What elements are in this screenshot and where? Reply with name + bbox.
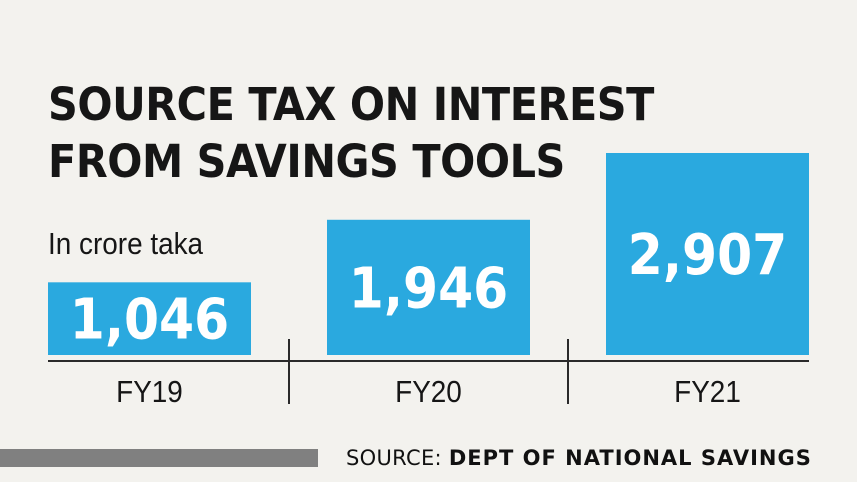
data-label-fy19: 1,046 [70,287,229,352]
bar-fy20 [327,219,530,355]
source-divider-bar [0,449,318,467]
data-label-fy21: 2,907 [628,222,787,287]
tick-label-fy19: FY19 [116,375,183,410]
source-credit: SOURCE: DEPT OF NATIONAL SAVINGS [346,445,812,471]
chart-title: SOURCE TAX ON INTEREST FROM SAVINGS TOOL… [48,78,654,188]
bar-fy21 [606,153,809,355]
bar-fy19 [48,282,251,355]
chart-subtitle: In crore taka [48,226,204,261]
bar-chart: 1,046 FY19 1,946 FY20 2,907 FY21 [48,153,809,410]
source-prefix: SOURCE: [346,446,449,470]
tick-label-fy21: FY21 [674,375,741,410]
data-label-fy20: 1,946 [349,256,508,321]
source-name: DEPT OF NATIONAL SAVINGS [448,446,812,470]
tick-label-fy20: FY20 [395,375,462,410]
